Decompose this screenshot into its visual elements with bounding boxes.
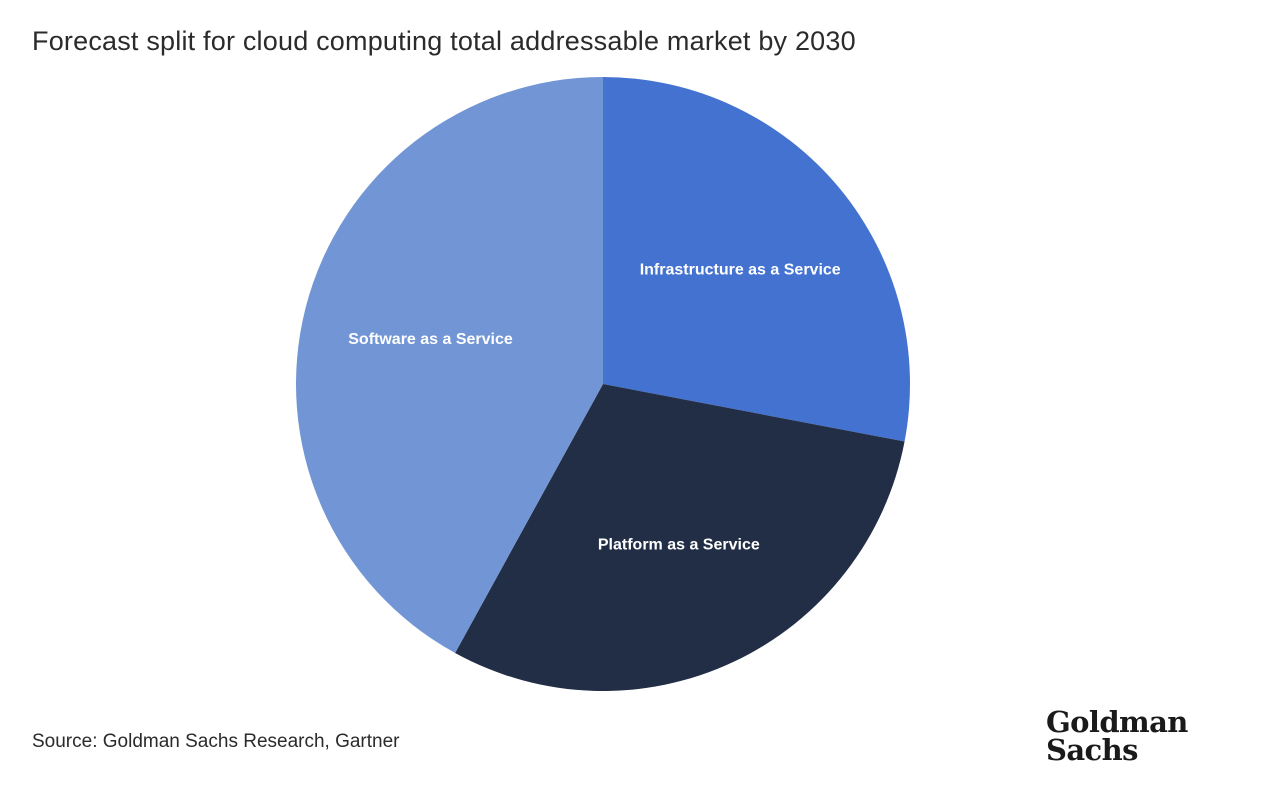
pie-label-software-as-a-service: Software as a Service bbox=[348, 331, 513, 348]
pie-label-infrastructure-as-a-service: Infrastructure as a Service bbox=[640, 262, 841, 279]
pie-label-platform-as-a-service: Platform as a Service bbox=[598, 536, 760, 553]
logo-line-2: Sachs bbox=[1046, 733, 1138, 767]
chart-title: Forecast split for cloud computing total… bbox=[32, 26, 856, 56]
pie-slice-software-as-a-service bbox=[296, 77, 603, 654]
pie-slice-platform-as-a-service bbox=[455, 384, 905, 691]
logo-line-1: Goldman bbox=[1046, 705, 1188, 739]
pie-slices bbox=[296, 77, 910, 691]
pie-labels: Infrastructure as a Service Platform as a… bbox=[348, 262, 841, 554]
pie-slice-infrastructure-as-a-service bbox=[603, 77, 910, 442]
goldman-sachs-logo: Goldman Sachs bbox=[1046, 705, 1188, 767]
source-note: Source: Goldman Sachs Research, Gartner bbox=[32, 731, 400, 752]
